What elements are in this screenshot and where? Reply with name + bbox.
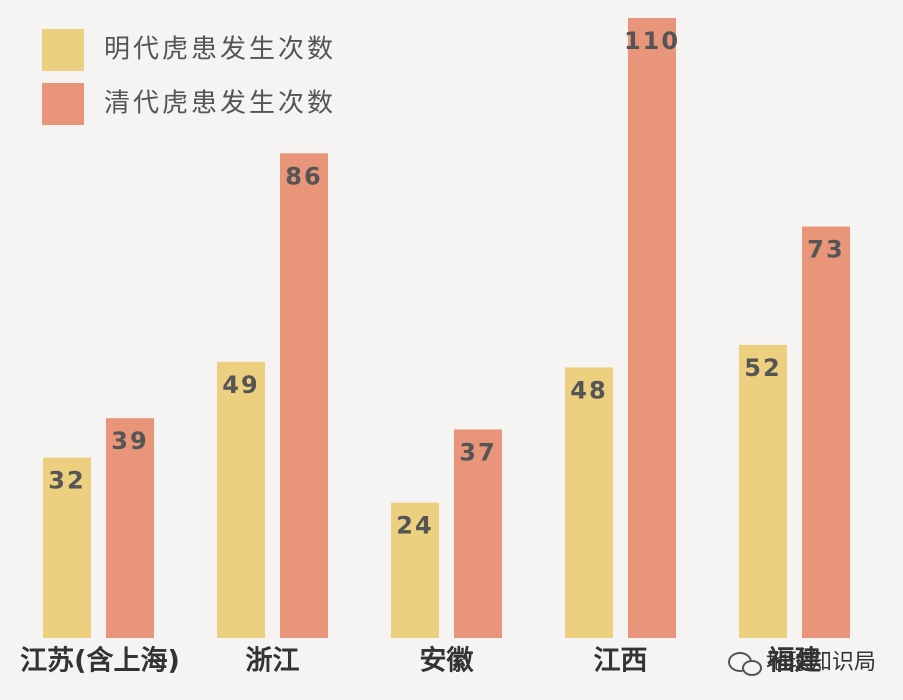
category-label: 江苏(含上海): [20, 645, 180, 677]
watermark-icon: [728, 652, 762, 676]
value-label: 49: [222, 371, 259, 399]
bar: [739, 344, 787, 638]
bar: [454, 429, 502, 638]
value-label: 39: [111, 427, 148, 455]
legend-label: 清代虎患发生次数: [104, 89, 336, 119]
bar: [802, 226, 850, 638]
bar: [217, 361, 265, 638]
bar: [43, 457, 91, 638]
bar: [280, 153, 328, 639]
legend-swatch: [42, 29, 84, 71]
legend-label: 明代虎患发生次数: [104, 35, 336, 65]
bar: [391, 502, 439, 638]
value-label: 24: [396, 512, 433, 540]
category-label: 浙江: [246, 646, 300, 677]
value-label: 32: [48, 467, 85, 495]
value-label: 37: [459, 438, 496, 466]
value-label: 48: [570, 376, 607, 404]
legend-swatch: [42, 83, 84, 125]
bar: [565, 367, 613, 638]
watermark: 地球知识局: [766, 650, 876, 675]
category-label: 福建: [767, 646, 822, 677]
value-label: 73: [807, 236, 844, 264]
bar: [106, 418, 154, 638]
value-label: 110: [624, 27, 680, 55]
category-label: 安徽: [420, 646, 475, 677]
bar: [628, 18, 676, 638]
value-label: 86: [285, 162, 322, 190]
category-label: 江西: [594, 646, 648, 677]
value-label: 52: [744, 354, 781, 382]
